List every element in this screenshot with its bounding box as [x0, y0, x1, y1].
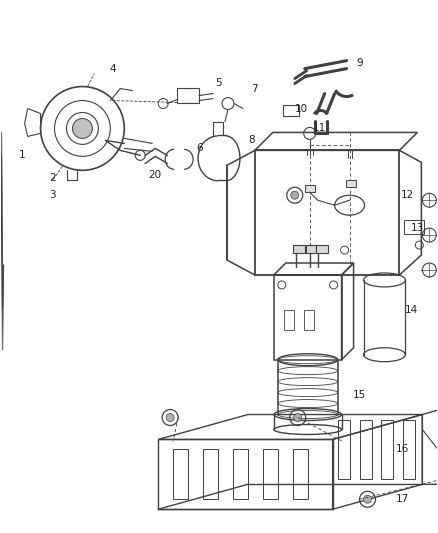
Circle shape [294, 414, 302, 422]
Bar [403, 419, 415, 479]
Text: 4: 4 [109, 63, 116, 74]
Bar [360, 419, 371, 479]
Text: 13: 13 [411, 223, 424, 233]
Circle shape [166, 414, 174, 422]
Text: 15: 15 [353, 390, 366, 400]
Circle shape [72, 118, 92, 139]
Bar [305, 185, 314, 192]
Circle shape [291, 191, 299, 199]
Bar [316, 245, 328, 253]
Bar [177, 87, 199, 102]
Text: 7: 7 [251, 84, 258, 94]
Text: 1: 1 [19, 150, 26, 160]
Bar [381, 419, 393, 479]
Text: 14: 14 [405, 305, 418, 315]
Text: 11: 11 [313, 124, 326, 133]
Bar [293, 245, 305, 253]
Bar [338, 419, 350, 479]
Bar [203, 449, 218, 499]
Text: 16: 16 [396, 445, 409, 455]
Text: 6: 6 [197, 143, 203, 154]
Circle shape [364, 495, 371, 503]
Text: 17: 17 [396, 494, 409, 504]
Text: 8: 8 [249, 135, 255, 146]
Bar [274, 275, 342, 360]
Text: 20: 20 [148, 170, 162, 180]
Text: 3: 3 [49, 190, 56, 200]
Bar [293, 449, 308, 499]
Bar [233, 449, 248, 499]
Text: 10: 10 [295, 103, 308, 114]
Bar [284, 310, 294, 330]
Bar [173, 449, 188, 499]
Text: 12: 12 [401, 190, 414, 200]
Bar [346, 180, 356, 187]
Bar [404, 220, 424, 234]
Bar [306, 245, 316, 253]
Text: 2: 2 [49, 173, 56, 183]
Text: 5: 5 [215, 78, 221, 87]
Text: 9: 9 [356, 58, 363, 68]
Bar [304, 310, 314, 330]
Bar [263, 449, 278, 499]
Bar [283, 104, 299, 117]
